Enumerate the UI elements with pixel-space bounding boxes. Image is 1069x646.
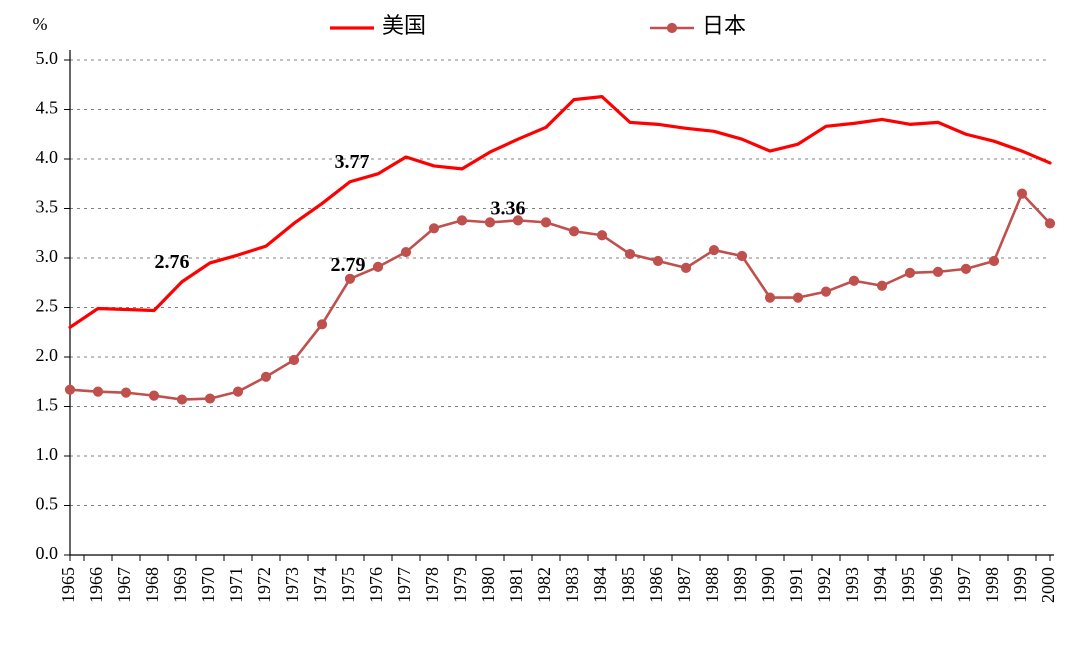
series-marker-japan [990,257,998,265]
callout-label: 2.76 [155,251,190,273]
x-tick-label: 1965 [58,567,78,603]
series-marker-japan [1046,219,1054,227]
x-tick-label: 1993 [842,567,862,603]
callout-label: 2.79 [331,254,366,276]
x-tick-label: 1984 [590,567,610,603]
x-tick-label: 1997 [954,567,974,603]
series-marker-japan [962,265,970,273]
x-tick-label: 1986 [646,567,666,603]
x-tick-label: 1979 [450,567,470,603]
x-tick-label: 1978 [422,567,442,603]
y-tick-label: 0.5 [36,494,59,514]
series-marker-japan [710,246,718,254]
y-tick-label: 2.5 [36,296,59,316]
x-tick-label: 1989 [730,567,750,603]
series-marker-japan [458,216,466,224]
series-marker-japan [654,257,662,265]
series-marker-japan [262,373,270,381]
series-marker-japan [122,388,130,396]
x-tick-label: 1966 [86,567,106,603]
series-marker-japan [234,387,242,395]
y-tick-label: 4.5 [36,98,59,118]
series-marker-japan [738,252,746,260]
chart-background [0,0,1069,646]
x-tick-label: 1974 [310,567,330,603]
x-tick-label: 1994 [870,567,890,603]
y-tick-label: 2.0 [36,345,59,365]
x-tick-label: 1973 [282,567,302,603]
series-marker-japan [850,277,858,285]
series-marker-japan [822,287,830,295]
series-marker-japan [150,391,158,399]
series-marker-japan [598,231,606,239]
y-tick-label: 3.5 [36,197,59,217]
callout-label: 3.77 [335,151,370,173]
x-tick-label: 1999 [1010,567,1030,603]
series-marker-japan [626,250,634,258]
legend-swatch-marker [668,24,676,32]
series-marker-japan [374,263,382,271]
y-axis-unit-label: % [33,14,48,34]
x-tick-label: 1985 [618,567,638,603]
series-marker-japan [878,282,886,290]
y-tick-label: 5.0 [36,48,59,68]
x-tick-label: 1968 [142,567,162,603]
callout-label: 3.36 [491,197,526,219]
series-marker-japan [934,268,942,276]
series-marker-japan [906,269,914,277]
legend-label: 美国 [382,13,426,38]
series-marker-japan [318,320,326,328]
series-marker-japan [794,293,802,301]
y-tick-label: 1.0 [36,444,59,464]
series-marker-japan [570,227,578,235]
series-marker-japan [178,395,186,403]
x-tick-label: 1983 [562,567,582,603]
x-tick-label: 1967 [114,567,134,603]
series-marker-japan [66,385,74,393]
series-marker-japan [94,387,102,395]
x-tick-label: 2000 [1038,567,1058,603]
x-tick-label: 1990 [758,567,778,603]
y-tick-label: 3.0 [36,246,59,266]
x-tick-label: 1971 [226,567,246,603]
chart-root: 0.0 0.5 1.0 1.5 2.0 2.5 3.0 3.5 4.0 4.5 5.0% 1965 19… [0,0,1069,646]
x-tick-label: 1998 [982,567,1002,603]
x-tick-label: 1992 [814,567,834,603]
y-tick-label: 1.5 [36,395,59,415]
x-tick-label: 1987 [674,567,694,603]
series-marker-japan [682,264,690,272]
series-marker-japan [402,248,410,256]
series-marker-japan [1018,189,1026,197]
x-tick-label: 1996 [926,567,946,603]
x-tick-label: 1981 [506,567,526,603]
x-tick-label: 1991 [786,567,806,603]
legend-label: 日本 [702,13,746,38]
series-marker-japan [346,275,354,283]
series-marker-japan [206,394,214,402]
x-tick-label: 1982 [534,567,554,603]
x-tick-label: 1995 [898,567,918,603]
x-tick-label: 1970 [198,567,218,603]
series-marker-japan [486,218,494,226]
series-marker-japan [542,218,550,226]
x-tick-label: 1976 [366,567,386,603]
y-tick-label: 4.0 [36,147,59,167]
series-marker-japan [290,356,298,364]
line-chart: 0.0 0.5 1.0 1.5 2.0 2.5 3.0 3.5 4.0 4.5 5.0% 1965 19… [0,0,1069,646]
x-tick-label: 1972 [254,567,274,603]
series-marker-japan [766,293,774,301]
x-tick-label: 1980 [478,567,498,603]
x-tick-label: 1988 [702,567,722,603]
x-tick-label: 1977 [394,567,414,603]
y-tick-label: 0.0 [36,543,59,563]
x-tick-label: 1975 [338,567,358,603]
series-marker-japan [430,224,438,232]
x-tick-label: 1969 [170,567,190,603]
